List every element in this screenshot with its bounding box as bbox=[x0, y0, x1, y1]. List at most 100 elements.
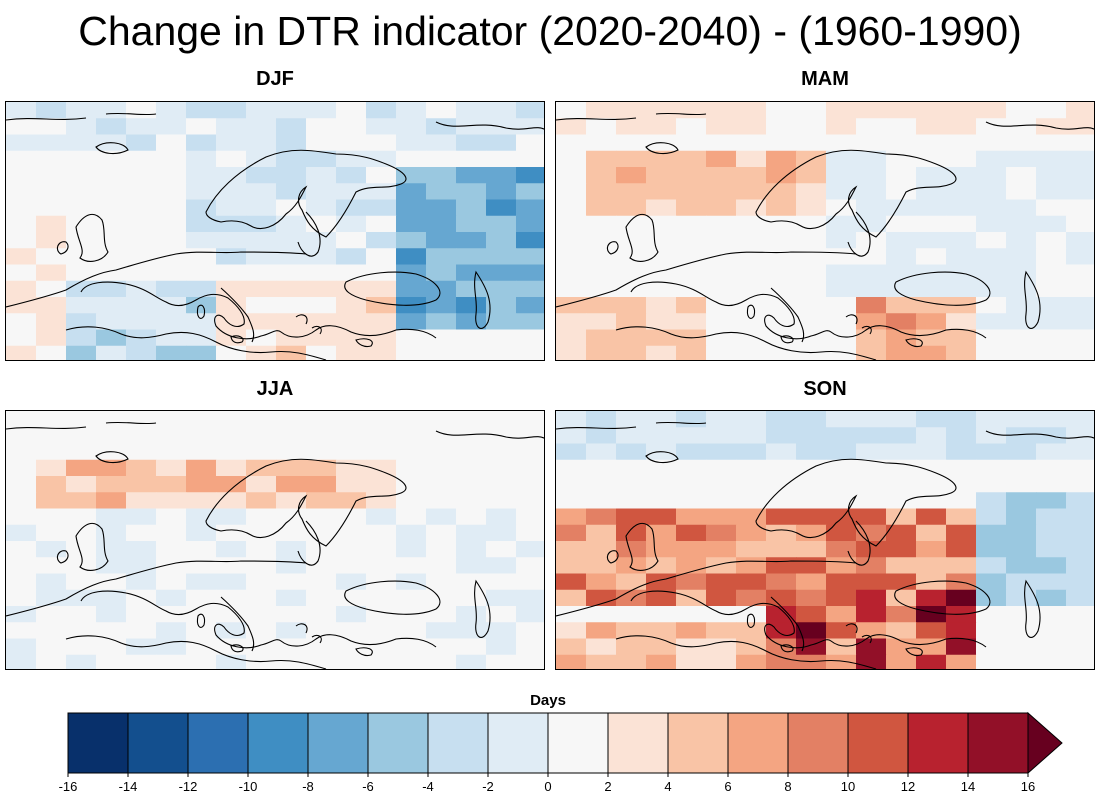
grid-cell bbox=[246, 589, 277, 607]
grid-cell bbox=[366, 557, 397, 574]
colorbar-tick-label: 6 bbox=[724, 779, 732, 794]
grid-cell bbox=[856, 411, 887, 428]
grid-cell bbox=[336, 118, 367, 135]
grid-cell bbox=[186, 183, 217, 200]
grid-cell bbox=[396, 134, 427, 152]
coastline bbox=[6, 421, 544, 669]
grid-cell bbox=[36, 508, 67, 526]
grid-cell bbox=[586, 654, 617, 669]
grid-cell bbox=[856, 459, 887, 477]
grid-cell bbox=[336, 167, 367, 184]
grid-cell bbox=[456, 476, 487, 493]
grid-cell bbox=[916, 215, 947, 233]
grid-cell bbox=[796, 589, 827, 607]
grid-cell bbox=[706, 622, 737, 639]
grid-cell bbox=[646, 459, 677, 477]
grid-cell bbox=[616, 297, 647, 314]
grid-cell bbox=[396, 345, 427, 360]
grid-cell bbox=[886, 606, 917, 623]
grid-cell bbox=[426, 280, 457, 298]
grid-cell bbox=[706, 134, 737, 152]
grid-cell bbox=[426, 606, 457, 623]
grid-cell bbox=[766, 167, 797, 184]
grid-cell bbox=[516, 134, 544, 152]
grid-cell bbox=[1006, 280, 1037, 298]
grid-cell bbox=[306, 264, 337, 282]
grid-cell bbox=[766, 459, 797, 477]
grid-cell bbox=[456, 297, 487, 314]
grid-cell bbox=[366, 459, 397, 477]
grid-cell bbox=[96, 606, 127, 623]
grid-cell bbox=[336, 183, 367, 200]
grid-cell bbox=[976, 297, 1007, 314]
colorbar-tick-label: -14 bbox=[118, 779, 138, 794]
grid-cell bbox=[186, 313, 217, 330]
grid-cell bbox=[156, 557, 187, 574]
grid-cell bbox=[706, 102, 737, 119]
grid-cell bbox=[976, 215, 1007, 233]
grid-cell bbox=[186, 589, 217, 607]
grid-cell bbox=[336, 264, 367, 282]
grid-cell bbox=[306, 606, 337, 623]
grid-cell bbox=[426, 102, 457, 119]
grid-cell bbox=[336, 508, 367, 526]
grid-cell bbox=[336, 150, 367, 168]
grid-cell bbox=[156, 345, 187, 360]
grid-cell bbox=[276, 606, 307, 623]
colorbar-box bbox=[307, 712, 369, 774]
colorbar-tick-label: 2 bbox=[604, 779, 612, 794]
grid-cell bbox=[306, 150, 337, 168]
colorbar-tick-label: -8 bbox=[302, 779, 314, 794]
grid-cell bbox=[1066, 329, 1094, 347]
grid-cell bbox=[946, 427, 977, 444]
grid-cell bbox=[396, 654, 427, 669]
grid-cell bbox=[556, 427, 587, 444]
grid-cell bbox=[586, 476, 617, 493]
grid-cell bbox=[396, 102, 427, 119]
grid-cell bbox=[6, 443, 37, 461]
grid-cell bbox=[66, 443, 97, 461]
grid-cell bbox=[1006, 492, 1037, 509]
grid-cell bbox=[96, 589, 127, 607]
grid-cell bbox=[96, 248, 127, 265]
grid-cell bbox=[36, 232, 67, 249]
grid-cell bbox=[1066, 573, 1094, 591]
grid-cell bbox=[886, 134, 917, 152]
grid-cell bbox=[616, 443, 647, 461]
grid-cell bbox=[156, 102, 187, 119]
grid-cell bbox=[916, 557, 947, 574]
grid-cell bbox=[676, 443, 707, 461]
grid-cell bbox=[856, 248, 887, 265]
grid-cell bbox=[66, 411, 97, 428]
grid-cell bbox=[1066, 443, 1094, 461]
grid-cell bbox=[886, 476, 917, 493]
grid-cell bbox=[336, 459, 367, 477]
grid-cell bbox=[886, 183, 917, 200]
grid-cell bbox=[36, 589, 67, 607]
grid-cell bbox=[96, 199, 127, 217]
grid-cell bbox=[826, 102, 857, 119]
grid-cell bbox=[826, 183, 857, 200]
grid-cell bbox=[6, 589, 37, 607]
grid-cell bbox=[1066, 248, 1094, 265]
grid-cell bbox=[246, 248, 277, 265]
grid-cell bbox=[516, 508, 544, 526]
grid-cell bbox=[826, 606, 857, 623]
grid-cell bbox=[916, 589, 947, 607]
grid-cell bbox=[186, 443, 217, 461]
grid-cell bbox=[976, 183, 1007, 200]
grid-cell bbox=[426, 167, 457, 184]
grid-cell bbox=[216, 345, 247, 360]
grid-cell bbox=[156, 167, 187, 184]
grid-cell bbox=[66, 118, 97, 135]
grid-cell bbox=[156, 183, 187, 200]
grid-cell bbox=[946, 215, 977, 233]
grid-cell bbox=[676, 118, 707, 135]
grid-cell bbox=[336, 638, 367, 656]
grid-cell bbox=[426, 264, 457, 282]
grid-cell bbox=[396, 443, 427, 461]
grid-cell bbox=[796, 280, 827, 298]
grid-cell bbox=[6, 134, 37, 152]
grid-cell bbox=[66, 199, 97, 217]
grid-cell bbox=[976, 557, 1007, 574]
